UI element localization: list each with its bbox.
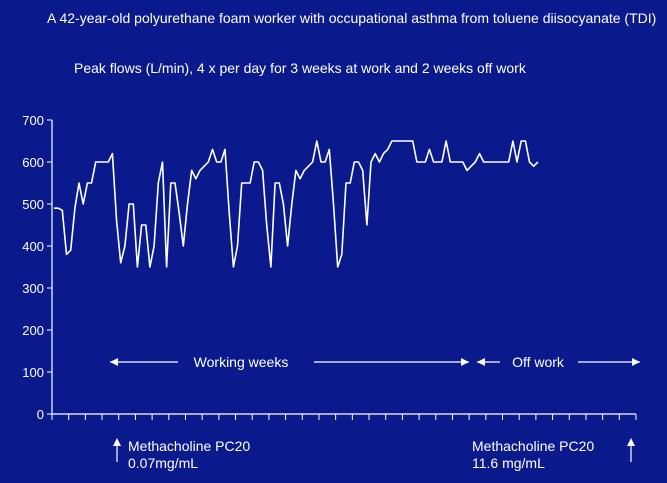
off-work-arrow-right-head <box>632 358 640 366</box>
pc20-start-label: Methacholine PC20 <box>128 438 251 454</box>
chart-title: A 42-year-old polyurethane foam worker w… <box>47 10 657 26</box>
peak-flow-series-line <box>54 140 539 268</box>
y-tick-label: 100 <box>22 365 44 380</box>
pc20-start-note: Methacholine PC20 0.07mg/mL <box>128 438 250 472</box>
pc20-end-note: Methacholine PC20 11.6 mg/mL <box>472 438 594 472</box>
y-tick-label: 500 <box>22 197 44 212</box>
off-work-arrow-left-head <box>477 358 485 366</box>
y-tick-label: 300 <box>22 281 44 296</box>
pc20-end-label: Methacholine PC20 <box>472 438 595 454</box>
y-tick-label: 700 <box>22 113 44 128</box>
chart-annotations: Working weeks Off work <box>110 354 640 462</box>
off-work-label: Off work <box>512 354 565 370</box>
y-tick-label: 0 <box>37 407 44 422</box>
chart-axes <box>51 120 636 415</box>
working-weeks-arrow-left-head <box>110 358 118 366</box>
y-tick-label: 200 <box>22 323 44 338</box>
pc20-start-value: 0.07mg/mL <box>128 455 199 471</box>
working-weeks-label: Working weeks <box>194 354 289 370</box>
y-tick-label: 400 <box>22 239 44 254</box>
chart-subtitle: Peak flows (L/min), 4 x per day for 3 we… <box>74 60 526 76</box>
y-tick-label: 600 <box>22 155 44 170</box>
working-weeks-arrow-right-head <box>461 358 469 366</box>
pc20-start-arrow-head <box>113 438 121 446</box>
pc20-end-value: 11.6 mg/mL <box>472 455 545 471</box>
pc20-end-arrow-head <box>627 438 635 446</box>
chart-ticks: 0 100 200 300 400 500 600 700 <box>22 113 637 422</box>
